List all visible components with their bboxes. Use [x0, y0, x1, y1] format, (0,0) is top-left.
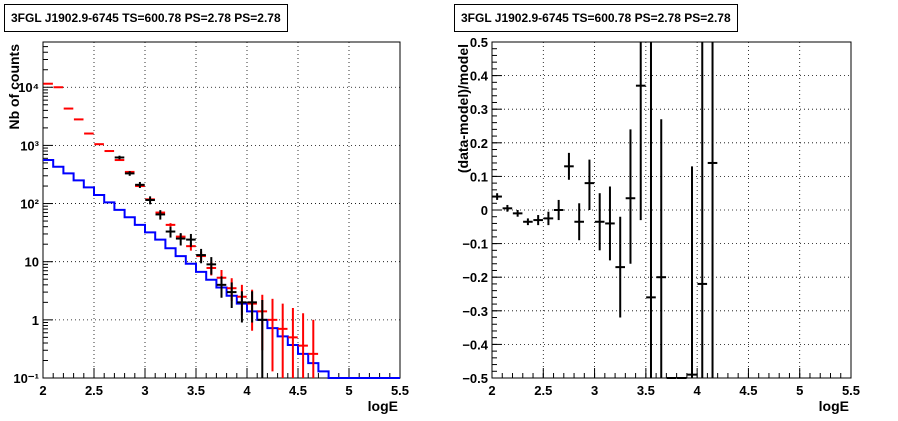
right-y-axis-label: (data-model)/model	[455, 44, 471, 173]
left-x-axis-label: logE	[368, 398, 398, 414]
right-x-tick-label: 3.5	[637, 383, 655, 398]
left-x-tick-label: 3	[141, 383, 148, 398]
right-y-tick-label: −0.3	[462, 304, 488, 319]
left-model-step-line	[43, 159, 400, 379]
left-y-tick-label: 10⁴	[18, 80, 39, 95]
left-plot-title: 3FGL J1902.9-6745 TS=600.78 PS=2.78 PS=2…	[4, 4, 288, 32]
right-plot-frame	[491, 41, 852, 379]
left-x-tick-label: 5	[345, 383, 352, 398]
right-series-0	[492, 42, 718, 379]
right-x-tick-label: 2	[488, 383, 495, 398]
right-x-tick-label: 5.5	[842, 383, 860, 398]
left-series-2	[114, 155, 268, 378]
left-y-tick-label: 10⁻¹	[13, 371, 39, 386]
left-x-tick-label: 2.5	[85, 383, 103, 398]
left-x-tick-label: 4.5	[289, 383, 307, 398]
right-x-axis-label: logE	[819, 398, 849, 414]
left-x-tick-label: 5.5	[391, 383, 409, 398]
right-y-tick-label: 0.2	[470, 136, 488, 151]
left-x-tick-label: 2	[39, 383, 46, 398]
left-plot-frame	[42, 41, 401, 379]
right-x-tick-label: 4.5	[739, 383, 757, 398]
right-x-tick-label: 2.5	[534, 383, 552, 398]
left-x-tick-label: 4	[243, 383, 251, 398]
right-y-tick-label: 0.3	[470, 102, 488, 117]
right-plot-title: 3FGL J1902.9-6745 TS=600.78 PS=2.78 PS=2…	[454, 4, 738, 32]
right-x-tick-label: 4	[694, 383, 702, 398]
right-y-tick-label: 0.1	[470, 169, 488, 184]
right-y-tick-label: −0.4	[462, 337, 488, 352]
right-y-tick-label: 0.5	[470, 35, 488, 50]
left-y-tick-label: 1	[32, 313, 39, 328]
right-y-tick-label: −0.5	[462, 371, 488, 386]
left-y-axis-label: Nb of counts	[6, 44, 22, 130]
right-y-tick-label: 0.4	[470, 69, 489, 84]
left-x-tick-label: 3.5	[187, 383, 205, 398]
right-y-tick-label: 0	[481, 203, 488, 218]
left-y-tick-label: 10	[25, 255, 39, 270]
left-y-tick-label: 10³	[20, 138, 39, 153]
right-y-tick-label: −0.1	[462, 237, 488, 252]
right-x-tick-label: 3	[591, 383, 598, 398]
right-y-tick-label: −0.2	[462, 270, 488, 285]
left-y-tick-label: 10²	[20, 197, 39, 212]
right-x-tick-label: 5	[796, 383, 803, 398]
